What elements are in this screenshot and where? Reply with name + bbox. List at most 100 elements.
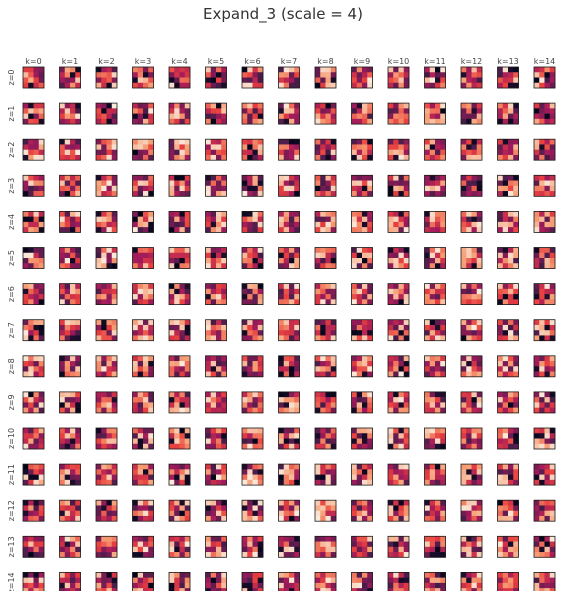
kernel-panel bbox=[351, 499, 373, 522]
heatmap-cell bbox=[205, 82, 212, 89]
heatmap-cell bbox=[393, 469, 399, 475]
heatmap-cell bbox=[513, 407, 519, 414]
heatmap-cell bbox=[137, 371, 144, 378]
heatmap-cell bbox=[33, 247, 40, 254]
heatmap-cell bbox=[242, 464, 248, 470]
heatmap-cell bbox=[362, 510, 368, 517]
panel-frame bbox=[497, 174, 519, 197]
heatmap-cell bbox=[497, 185, 504, 192]
heatmap-cell bbox=[513, 505, 519, 511]
heatmap-cell bbox=[111, 443, 118, 450]
heatmap-cell bbox=[59, 77, 66, 84]
panel-frame bbox=[205, 391, 227, 414]
heatmap-cell bbox=[429, 464, 436, 470]
heatmap-cell bbox=[544, 335, 551, 341]
heatmap-cell bbox=[497, 319, 504, 326]
heatmap-cell bbox=[508, 324, 514, 331]
heatmap-cell bbox=[544, 515, 551, 522]
heatmap-cell bbox=[132, 479, 139, 486]
heatmap-cell bbox=[137, 108, 144, 114]
heatmap-cell bbox=[38, 175, 45, 181]
heatmap-cell bbox=[461, 67, 467, 73]
heatmap-cell bbox=[424, 474, 431, 481]
kernel-panel bbox=[424, 391, 446, 414]
heatmap-cell bbox=[367, 433, 373, 439]
heatmap-cell bbox=[289, 283, 295, 290]
heatmap-cell bbox=[252, 108, 259, 114]
heatmap-cell bbox=[221, 227, 227, 233]
heatmap-cell bbox=[28, 464, 34, 470]
heatmap-cell bbox=[403, 572, 410, 578]
heatmap-cell bbox=[544, 247, 551, 254]
panel-frame bbox=[205, 355, 227, 378]
heatmap-cell bbox=[33, 211, 40, 217]
heatmap-cell bbox=[497, 407, 504, 414]
heatmap-cell bbox=[210, 103, 217, 109]
heatmap-cell bbox=[502, 191, 509, 197]
heatmap-cell bbox=[320, 319, 326, 326]
heatmap-cell bbox=[294, 428, 300, 434]
heatmap-cell bbox=[132, 149, 139, 156]
chart-title: Expand_3 (scale = 4) bbox=[203, 5, 363, 23]
heatmap-cell bbox=[466, 474, 472, 481]
heatmap-cell bbox=[534, 82, 540, 89]
heatmap-cell bbox=[252, 366, 259, 372]
panel-frame bbox=[241, 499, 264, 522]
heatmap-cell bbox=[367, 402, 373, 408]
heatmap-cell bbox=[64, 552, 71, 558]
heatmap-cell bbox=[440, 515, 446, 522]
heatmap-cell bbox=[393, 366, 399, 372]
heatmap-cell bbox=[221, 438, 227, 445]
heatmap-cell bbox=[221, 154, 227, 161]
kernel-panel bbox=[460, 210, 483, 233]
heatmap-cell bbox=[106, 464, 113, 470]
heatmap-cell bbox=[59, 180, 66, 187]
heatmap-cell bbox=[132, 319, 139, 326]
heatmap-cell bbox=[59, 391, 66, 398]
heatmap-cell bbox=[283, 263, 290, 269]
heatmap-cell bbox=[216, 330, 222, 336]
heatmap-cell bbox=[403, 263, 410, 269]
heatmap-cell bbox=[75, 588, 81, 591]
heatmap-cell bbox=[508, 546, 514, 553]
heatmap-cell bbox=[106, 211, 113, 217]
heatmap-cell bbox=[508, 515, 514, 522]
heatmap-cell bbox=[403, 500, 410, 506]
heatmap-cell bbox=[101, 185, 107, 192]
heatmap-cell bbox=[111, 294, 118, 300]
heatmap-cell bbox=[534, 263, 540, 269]
heatmap-cell bbox=[242, 474, 248, 481]
heatmap-cell bbox=[534, 149, 540, 156]
heatmap-cell bbox=[289, 319, 295, 326]
heatmap-cell bbox=[64, 299, 71, 305]
heatmap-cell bbox=[330, 108, 337, 114]
heatmap-cell bbox=[440, 139, 446, 145]
heatmap-cell bbox=[471, 366, 478, 372]
heatmap-cell bbox=[362, 402, 368, 408]
panel-frame bbox=[205, 463, 227, 486]
heatmap-cell bbox=[70, 113, 76, 120]
heatmap-cell bbox=[289, 288, 295, 295]
heatmap-cell bbox=[179, 324, 186, 331]
heatmap-cell bbox=[28, 77, 34, 84]
heatmap-cell bbox=[320, 500, 326, 506]
heatmap-cell bbox=[351, 541, 358, 548]
heatmap-cell bbox=[96, 510, 102, 517]
heatmap-cell bbox=[111, 263, 118, 269]
heatmap-cell bbox=[257, 324, 264, 331]
heatmap-cell bbox=[461, 72, 467, 78]
heatmap-cell bbox=[315, 361, 321, 367]
heatmap-cell bbox=[294, 582, 300, 589]
heatmap-cell bbox=[513, 479, 519, 486]
heatmap-cell bbox=[549, 294, 556, 300]
heatmap-cell bbox=[508, 216, 514, 223]
kernel-panel bbox=[497, 427, 519, 450]
heatmap-cell bbox=[461, 407, 467, 414]
heatmap-cell bbox=[59, 582, 66, 589]
heatmap-cell bbox=[534, 283, 540, 290]
heatmap-cell bbox=[242, 500, 248, 506]
heatmap-cell bbox=[356, 288, 363, 295]
column-label: k=0 bbox=[25, 57, 41, 66]
heatmap-cell bbox=[174, 428, 180, 434]
panel-frame bbox=[241, 463, 264, 486]
